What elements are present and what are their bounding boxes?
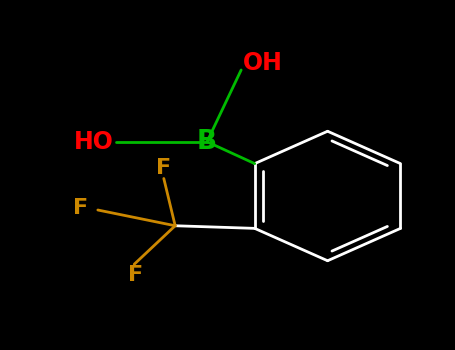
Text: F: F <box>127 265 143 286</box>
Text: B: B <box>197 129 217 155</box>
Text: F: F <box>73 198 88 218</box>
Text: OH: OH <box>243 51 283 75</box>
Text: F: F <box>156 158 172 178</box>
Text: HO: HO <box>74 130 114 154</box>
